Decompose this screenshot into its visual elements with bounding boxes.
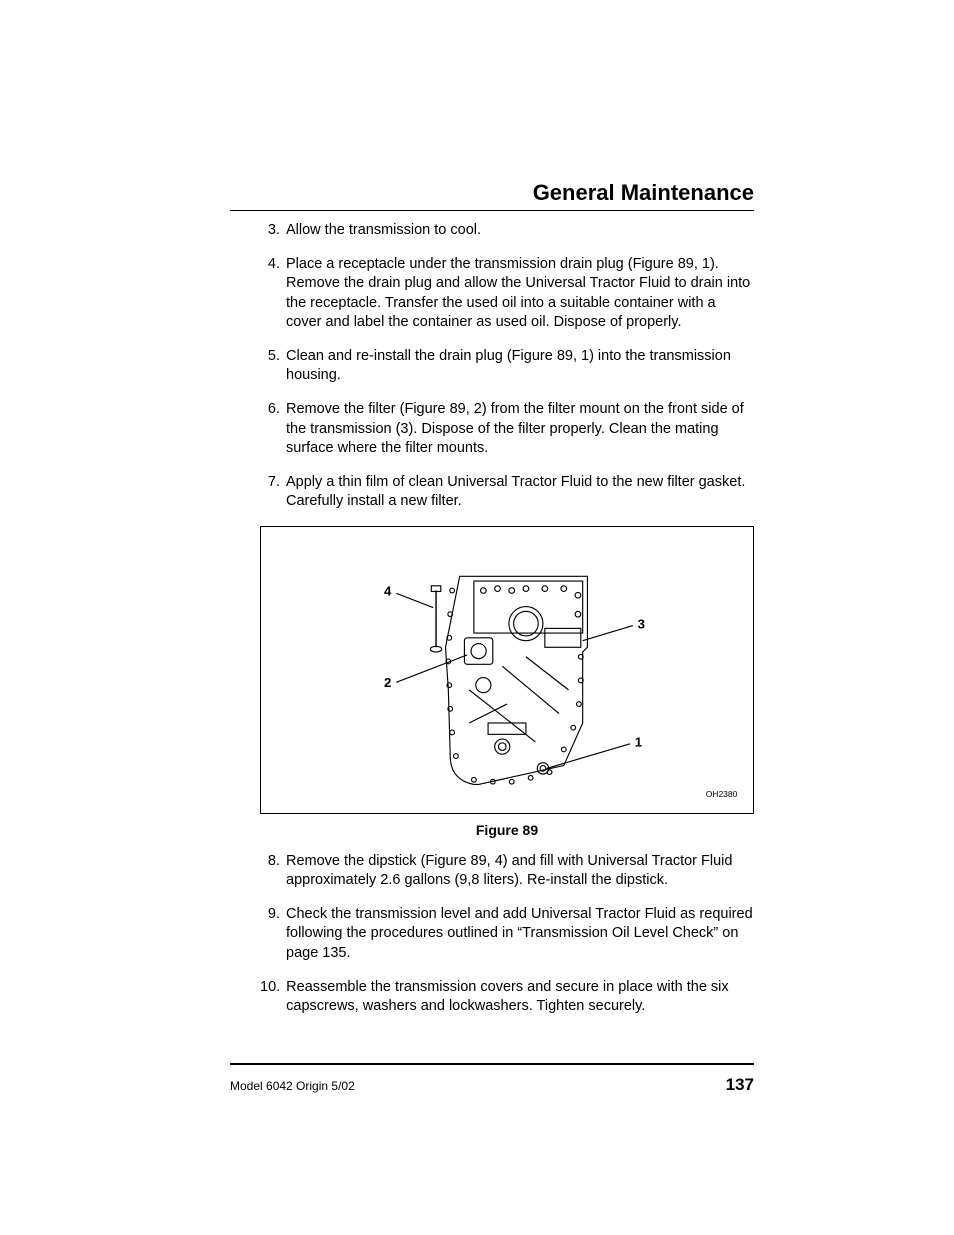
step-text: Check the transmission level and add Uni…: [286, 905, 754, 964]
footer-rule: [230, 1063, 754, 1065]
figure-caption: Figure 89: [260, 822, 754, 838]
footer-model-info: Model 6042 Origin 5/02: [230, 1079, 355, 1093]
step-text: Clean and re-install the drain plug (Fig…: [286, 347, 754, 386]
section-title: General Maintenance: [230, 180, 754, 206]
step-item: 4. Place a receptacle under the transmis…: [260, 255, 754, 333]
callout-3: 3: [638, 616, 645, 631]
page-number: 137: [726, 1075, 754, 1095]
figure-box: 4 2 3 1 OH2380: [260, 526, 754, 814]
step-text: Remove the filter (Figure 89, 2) from th…: [286, 400, 754, 459]
step-text: Remove the dipstick (Figure 89, 4) and f…: [286, 852, 754, 891]
step-item: 8. Remove the dipstick (Figure 89, 4) an…: [260, 852, 754, 891]
figure-ref: OH2380: [706, 789, 738, 799]
callout-1: 1: [635, 734, 642, 749]
step-text: Place a receptacle under the transmissio…: [286, 255, 754, 333]
step-number: 8.: [260, 852, 286, 891]
step-number: 3.: [260, 221, 286, 241]
step-item: 7. Apply a thin film of clean Universal …: [260, 473, 754, 512]
page-footer: Model 6042 Origin 5/02 137: [230, 1063, 754, 1095]
step-item: 10. Reassemble the transmission covers a…: [260, 978, 754, 1017]
callout-4: 4: [384, 583, 392, 598]
step-number: 4.: [260, 255, 286, 333]
step-number: 10.: [260, 978, 286, 1017]
step-text: Apply a thin film of clean Universal Tra…: [286, 473, 754, 512]
header-rule: [230, 210, 754, 211]
step-number: 5.: [260, 347, 286, 386]
step-number: 7.: [260, 473, 286, 512]
content-area: 3. Allow the transmission to cool. 4. Pl…: [230, 221, 754, 1017]
page-container: General Maintenance 3. Allow the transmi…: [0, 0, 954, 1017]
step-item: 3. Allow the transmission to cool.: [260, 221, 754, 241]
step-item: 6. Remove the filter (Figure 89, 2) from…: [260, 400, 754, 459]
step-number: 9.: [260, 905, 286, 964]
transmission-diagram: 4 2 3 1 OH2380: [261, 527, 753, 813]
step-text: Allow the transmission to cool.: [286, 221, 754, 241]
step-number: 6.: [260, 400, 286, 459]
footer-line: Model 6042 Origin 5/02 137: [230, 1075, 754, 1095]
step-item: 5. Clean and re-install the drain plug (…: [260, 347, 754, 386]
step-text: Reassemble the transmission covers and s…: [286, 978, 754, 1017]
step-item: 9. Check the transmission level and add …: [260, 905, 754, 964]
callout-2: 2: [384, 675, 391, 690]
